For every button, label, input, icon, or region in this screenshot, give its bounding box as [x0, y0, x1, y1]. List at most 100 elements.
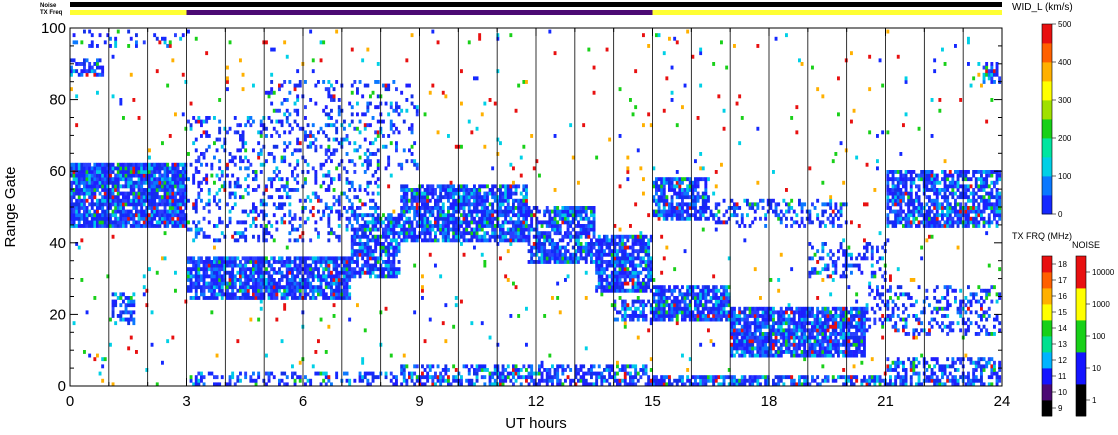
data-cell	[366, 238, 370, 243]
data-cell	[363, 152, 367, 156]
data-cell	[330, 123, 333, 128]
data-cell	[522, 213, 526, 218]
data-cell	[486, 224, 489, 228]
data-cell	[647, 249, 651, 254]
data-cell	[623, 317, 627, 322]
data-cell	[184, 216, 188, 221]
data-cell	[150, 184, 154, 189]
data-cell	[298, 83, 302, 88]
data-cell	[415, 188, 419, 192]
data-cell	[103, 216, 107, 221]
data-cell	[517, 198, 521, 203]
data-cell	[244, 375, 248, 380]
data-cell	[83, 29, 86, 34]
data-cell	[439, 378, 443, 383]
data-cell	[530, 245, 534, 250]
data-cell	[278, 108, 281, 113]
data-cell	[116, 191, 120, 196]
data-cell	[410, 220, 414, 225]
data-cell	[561, 206, 565, 210]
data-cell	[332, 296, 336, 300]
data-cell	[449, 220, 453, 225]
data-cell	[376, 62, 380, 66]
data-cell	[530, 224, 534, 228]
data-cell	[85, 162, 89, 167]
data-cell	[309, 29, 313, 34]
data-cell	[231, 267, 235, 272]
data-cell	[491, 231, 495, 236]
data-cell	[306, 256, 310, 261]
data-cell	[642, 177, 645, 182]
data-cell	[366, 105, 370, 110]
data-cell	[83, 195, 86, 200]
data-cell	[423, 238, 427, 243]
data-cell	[254, 170, 258, 174]
data-cell	[122, 173, 125, 178]
data-cell	[70, 209, 73, 214]
data-cell	[478, 364, 482, 369]
data-cell	[499, 209, 502, 214]
data-cell	[371, 173, 375, 178]
data-cell	[288, 256, 292, 261]
data-cell	[574, 368, 578, 372]
data-cell	[642, 234, 645, 239]
data-cell	[499, 378, 502, 383]
data-cell	[668, 306, 671, 311]
data-cell	[200, 288, 203, 293]
data-cell	[332, 256, 336, 261]
data-cell	[166, 209, 170, 214]
data-cell	[259, 198, 263, 203]
data-cell	[103, 184, 107, 189]
data-cell	[265, 288, 268, 293]
data-cell	[566, 224, 570, 228]
data-cell	[161, 180, 164, 185]
data-cell	[80, 238, 84, 243]
data-cell	[163, 191, 167, 196]
data-cell	[114, 209, 118, 214]
data-cell	[592, 224, 596, 228]
data-cell	[566, 364, 570, 369]
data-cell	[332, 87, 336, 92]
data-cell	[408, 83, 411, 88]
data-cell	[478, 198, 482, 203]
data-cell	[577, 245, 580, 250]
data-cell	[665, 310, 669, 315]
data-cell	[369, 274, 372, 279]
data-cell	[402, 231, 406, 236]
data-cell	[145, 288, 149, 293]
data-cell	[127, 213, 131, 218]
data-cell	[389, 220, 393, 225]
data-cell	[584, 346, 588, 351]
data-cell	[142, 177, 146, 182]
data-cell	[176, 224, 180, 228]
data-cell	[634, 242, 638, 246]
data-cell	[358, 274, 362, 279]
data-cell	[70, 220, 73, 225]
data-cell	[96, 170, 99, 174]
data-cell	[259, 152, 263, 156]
data-cell	[428, 234, 432, 239]
data-cell	[584, 382, 588, 387]
data-cell	[496, 198, 500, 203]
data-cell	[109, 213, 112, 218]
data-cell	[623, 382, 627, 387]
data-cell	[483, 198, 487, 203]
data-cell	[72, 321, 76, 326]
data-cell	[530, 375, 534, 380]
data-cell	[213, 116, 216, 120]
data-cell	[431, 213, 435, 218]
data-cell	[291, 296, 294, 300]
data-cell	[140, 191, 144, 196]
data-cell	[161, 173, 164, 178]
data-cell	[428, 188, 432, 192]
data-cell	[197, 278, 201, 282]
data-cell	[616, 256, 619, 261]
data-cell	[389, 126, 393, 131]
data-cell	[148, 177, 151, 182]
data-cell	[699, 382, 703, 387]
data-cell	[475, 213, 479, 218]
data-cell	[540, 364, 544, 369]
data-cell	[634, 368, 638, 372]
data-cell	[226, 263, 229, 268]
data-cell	[119, 314, 123, 318]
